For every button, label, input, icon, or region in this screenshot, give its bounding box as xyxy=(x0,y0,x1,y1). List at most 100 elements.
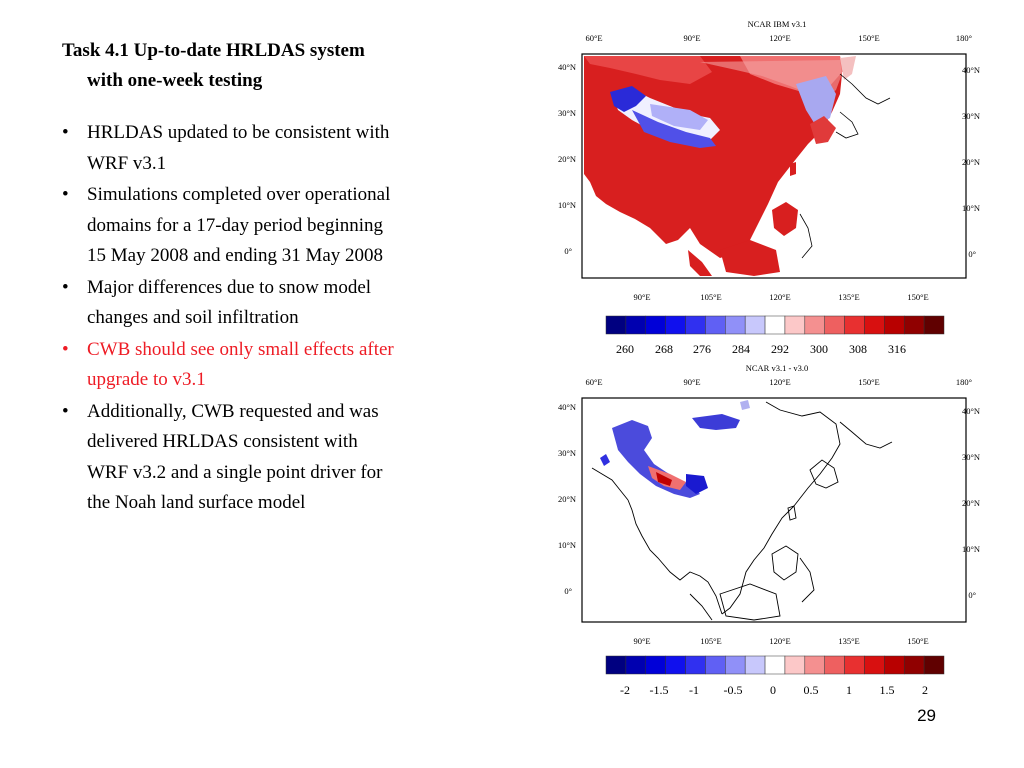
colorbar-cell xyxy=(824,315,845,335)
task-title-line2: with one-week testing xyxy=(87,70,263,91)
colorbar-cell xyxy=(764,655,786,675)
temperature-field-borneo xyxy=(720,240,780,276)
lat-label: 30°N xyxy=(558,448,576,458)
page-number: 29 xyxy=(917,706,936,725)
temperature-field-cool xyxy=(650,104,708,130)
colorbar-cell xyxy=(884,315,905,335)
map-bottom-figure: NCAR v3.1 - v3.0 60°E 90°E 120°E 150°E 1… xyxy=(558,363,980,697)
lat-label: 10°N xyxy=(962,544,980,554)
difference-field-spot xyxy=(740,400,750,410)
lat-label: 30°N xyxy=(558,108,576,118)
coastline-mainland xyxy=(721,401,841,615)
colorbar-cell xyxy=(744,315,766,335)
colorbar-cell xyxy=(605,315,627,335)
bullet-line: domains for a 17-day period beginning xyxy=(87,214,384,236)
colorbar-label: 0.5 xyxy=(804,683,819,697)
bullet-item: • Additionally, CWB requested and was de… xyxy=(62,397,512,519)
colorbar-label: 316 xyxy=(888,342,906,356)
colorbar-cell xyxy=(864,655,885,675)
difference-field-hot xyxy=(656,472,672,486)
bullet-item-highlight: • CWB should see only small effects afte… xyxy=(62,335,512,396)
bullet-line: WRF v3.1 xyxy=(87,152,167,174)
lon-label: 90°E xyxy=(633,292,650,302)
difference-field-cold xyxy=(612,420,700,498)
temperature-field-north xyxy=(584,56,712,84)
temperature-field-japan-sea xyxy=(796,76,836,126)
coastline xyxy=(799,213,813,259)
colorbar-label: 0 xyxy=(770,683,776,697)
lat-label: 0° xyxy=(968,590,976,600)
lat-label: 40°N xyxy=(558,402,576,412)
task-title-line1: Task 4.1 Up-to-date HRLDAS system xyxy=(62,40,365,61)
colorbar-cell xyxy=(864,315,885,335)
lat-label: 20°N xyxy=(962,498,980,508)
lat-label: 20°N xyxy=(558,154,576,164)
colorbar-cell xyxy=(844,315,865,335)
lon-label: 135°E xyxy=(838,636,859,646)
colorbar-cell xyxy=(903,655,925,675)
bullet-glyph: • xyxy=(62,338,69,360)
colorbar-label: 268 xyxy=(655,342,673,356)
coastline xyxy=(835,111,859,139)
bullet-line: delivered HRLDAS consistent with xyxy=(87,431,358,452)
colorbar-label: 2 xyxy=(922,683,928,697)
colorbar-cell xyxy=(645,315,666,335)
bullet-item: • Major differences due to snow model ch… xyxy=(62,273,512,334)
coastline xyxy=(839,73,891,105)
coastline-india xyxy=(627,499,723,615)
temperature-field-cold-west xyxy=(610,86,646,112)
bullet-glyph: • xyxy=(62,184,69,205)
bullet-line: the Noah land surface model xyxy=(87,492,306,513)
coastline-islands xyxy=(799,557,815,603)
colorbar-cell xyxy=(764,315,786,335)
colorbar-label: -1.5 xyxy=(650,683,669,697)
coastline-philippines xyxy=(771,545,799,581)
lat-label: 0° xyxy=(564,586,572,596)
temperature-field-kamchatka xyxy=(840,56,856,80)
lat-label: 30°N xyxy=(962,111,980,121)
slide-text-panel: Task 4.1 Up-to-date HRLDAS system with o… xyxy=(62,36,512,520)
bullet-line: changes and soil infiltration xyxy=(87,307,299,328)
colorbar-label: 276 xyxy=(693,342,711,356)
lat-label: 40°N xyxy=(962,406,980,416)
lon-label: 135°E xyxy=(838,292,859,302)
lat-label: 20°N xyxy=(962,157,980,167)
lon-label: 120°E xyxy=(769,377,790,387)
lon-label: 60°E xyxy=(585,33,602,43)
lat-label: 10°N xyxy=(558,540,576,550)
colorbar-cell xyxy=(665,655,686,675)
difference-field-cold-east xyxy=(686,474,708,494)
colorbar-cell xyxy=(725,315,746,335)
lon-label: 90°E xyxy=(633,636,650,646)
bullet-line: Major differences due to snow model xyxy=(87,276,372,298)
colorbar-cell xyxy=(645,655,666,675)
lat-label: 40°N xyxy=(558,62,576,72)
lat-label: 0° xyxy=(968,249,976,259)
colorbar-cell xyxy=(625,655,647,675)
colorbar-cell xyxy=(804,315,825,335)
lat-label: 20°N xyxy=(558,494,576,504)
bullet-line: Simulations completed over operational xyxy=(87,184,391,205)
lat-label: 0° xyxy=(564,246,572,256)
temperature-field-cold-south xyxy=(632,110,716,148)
lon-label: 105°E xyxy=(700,636,721,646)
colorbar-cell xyxy=(705,315,726,335)
lon-label: 150°E xyxy=(858,33,879,43)
lon-label: 180° xyxy=(956,377,972,387)
coastline-japan xyxy=(809,459,839,489)
bullet-line: Additionally, CWB requested and was xyxy=(87,400,379,422)
bullet-line: WRF v3.2 and a single point driver for xyxy=(87,461,383,483)
lon-label: 150°E xyxy=(858,377,879,387)
bullet-glyph: • xyxy=(62,276,69,298)
colorbar-label: 1.5 xyxy=(880,683,895,697)
temperature-field-taiwan xyxy=(790,162,796,176)
colorbar-label: 308 xyxy=(849,342,867,356)
colorbar-cell xyxy=(665,315,686,335)
colorbar-cell xyxy=(844,655,865,675)
colorbar-label: -0.5 xyxy=(724,683,743,697)
map-bottom-panel: NCAR v3.1 - v3.0 60°E 90°E 120°E 150°E 1… xyxy=(540,358,980,703)
bullet-line: upgrade to v3.1 xyxy=(87,369,206,390)
bullet-glyph: • xyxy=(62,122,69,143)
colorbar-label: -2 xyxy=(620,683,630,697)
coastline-borneo xyxy=(719,583,781,621)
